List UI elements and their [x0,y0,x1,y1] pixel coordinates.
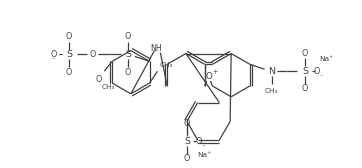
Text: NH: NH [151,44,162,53]
Text: Na⁺: Na⁺ [320,56,334,62]
Text: O: O [125,32,131,41]
Text: +: + [212,69,218,75]
Text: O: O [125,68,131,77]
Text: S: S [184,137,190,145]
Text: ⁻: ⁻ [320,74,323,80]
Text: CH₃: CH₃ [265,88,278,94]
Text: O: O [313,67,320,76]
Text: O: O [302,49,308,58]
Text: O: O [96,75,102,84]
Text: ⁻: ⁻ [202,144,205,150]
Text: S: S [66,50,72,59]
Text: O: O [195,137,202,145]
Text: O: O [302,84,308,93]
Text: Na⁺: Na⁺ [198,152,212,158]
Text: O: O [205,72,212,81]
Text: CH₃: CH₃ [159,62,173,68]
Text: O: O [184,154,190,163]
Text: O: O [66,32,72,41]
Text: ⁻: ⁻ [51,57,55,63]
Text: N: N [268,67,275,76]
Text: CH₃: CH₃ [101,84,115,90]
Text: S: S [302,67,308,76]
Text: O: O [66,68,72,77]
Text: O: O [51,50,57,59]
Text: S: S [125,50,131,59]
Text: O: O [89,50,96,59]
Text: O: O [184,119,190,128]
